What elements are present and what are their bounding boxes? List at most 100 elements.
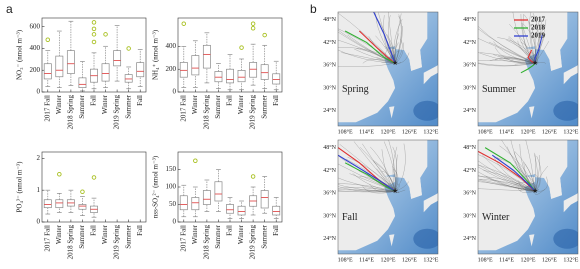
trajectory xyxy=(372,160,396,192)
x-tick-label: 2019 Spring xyxy=(113,95,121,130)
box xyxy=(66,50,75,74)
trajectory xyxy=(347,156,396,192)
lon-label: 108°E xyxy=(338,256,353,263)
x-tick-label: Summer xyxy=(78,224,86,248)
outlier xyxy=(250,21,256,26)
y-tick-label: 50 xyxy=(169,200,177,208)
legend-label: 2018 xyxy=(531,24,546,32)
box xyxy=(272,205,281,216)
map-frame xyxy=(477,139,579,255)
box xyxy=(226,68,234,84)
box xyxy=(78,204,87,210)
lat-label: 36°N xyxy=(323,190,336,197)
trajectory xyxy=(534,155,540,192)
map-frame xyxy=(337,11,439,127)
lon-label: 132°E xyxy=(423,256,438,263)
land xyxy=(389,234,395,247)
trajectory xyxy=(394,189,406,194)
box xyxy=(260,64,269,80)
trajectory xyxy=(338,49,396,64)
box xyxy=(136,62,145,78)
deep-sea xyxy=(413,100,438,121)
y-tick-label: 200 xyxy=(166,65,177,73)
trajectory xyxy=(535,155,542,192)
x-tick-label: Summer xyxy=(124,224,132,248)
trajectory xyxy=(529,12,536,64)
box xyxy=(43,63,52,80)
trajectory xyxy=(369,183,396,193)
lon-label: 126°E xyxy=(402,128,417,135)
trajectory xyxy=(478,62,536,66)
panel-label: a xyxy=(6,2,13,16)
box xyxy=(43,199,52,209)
box xyxy=(237,205,246,216)
box xyxy=(260,190,269,209)
outlier xyxy=(91,175,97,180)
y-axis-label: nss-SO₄²⁻ (nmol m⁻³) xyxy=(152,155,160,218)
x-tick-label: 2017 Fall xyxy=(43,95,51,122)
outlier xyxy=(126,46,131,51)
trajectory xyxy=(338,189,396,192)
box xyxy=(214,181,223,202)
outlier xyxy=(181,21,187,26)
land xyxy=(389,106,395,119)
lat-label: 24°N xyxy=(463,107,476,114)
deep-sea xyxy=(553,100,578,121)
lon-label: 114°E xyxy=(359,256,374,263)
y-tick-label: 2 xyxy=(37,154,41,162)
trajectory xyxy=(394,61,402,65)
trajectory xyxy=(534,19,542,64)
x-tick-label: Summer xyxy=(260,94,268,118)
trajectory-mean xyxy=(373,12,396,64)
trajectory-mean xyxy=(491,154,536,192)
outlier xyxy=(239,45,244,50)
land xyxy=(563,193,578,213)
trajectory xyxy=(338,63,396,67)
x-tick-label: 2018 Spring xyxy=(202,95,210,130)
trajectory xyxy=(478,175,536,192)
trajectory xyxy=(375,15,396,64)
box xyxy=(179,62,188,78)
lat-label: 48°N xyxy=(323,144,336,151)
x-tick-label: 2017 Fall xyxy=(179,95,187,122)
trajectory xyxy=(493,54,536,64)
outlier xyxy=(57,172,62,177)
trajectory xyxy=(394,154,398,192)
land xyxy=(423,65,438,85)
lat-label: 48°N xyxy=(463,16,476,23)
box xyxy=(124,74,133,83)
lat-label: 36°N xyxy=(463,190,476,197)
trajectory xyxy=(496,157,536,192)
trajectory xyxy=(383,15,396,64)
trajectory-mean xyxy=(534,34,543,64)
x-tick-label: 2018 Spring xyxy=(66,225,74,260)
outlier xyxy=(91,39,97,45)
trajectory xyxy=(395,190,400,193)
box xyxy=(113,50,122,67)
lon-label: 132°E xyxy=(423,128,438,135)
lon-label: 108°E xyxy=(478,256,493,263)
x-tick-label: Summer xyxy=(214,224,222,248)
outlier xyxy=(91,32,97,37)
lon-label: 132°E xyxy=(563,128,578,135)
y-tick-label: 0 xyxy=(37,88,41,96)
trajectory-mean xyxy=(338,154,396,192)
trajectory xyxy=(373,161,396,192)
x-tick-label: 2017 Fall xyxy=(43,225,51,252)
trajectory xyxy=(338,183,396,192)
land xyxy=(404,42,422,71)
deep-sea xyxy=(413,228,438,249)
trajectory xyxy=(395,183,400,192)
y-axis-label: PO₄³⁻ (nmol m⁻³) xyxy=(16,161,24,213)
trajectory xyxy=(370,146,396,192)
x-tick-label: 2018 Spring xyxy=(202,225,210,260)
x-tick-label: 2017 Fall xyxy=(179,225,187,252)
y-tick-label: 100 xyxy=(166,183,177,191)
trajectory xyxy=(388,12,396,64)
star: ★ xyxy=(392,59,398,67)
trajectory xyxy=(485,176,536,192)
lon-label: 120°E xyxy=(520,256,535,263)
trajectory xyxy=(362,59,396,64)
lat-label: 42°N xyxy=(323,39,336,46)
y-axis-label: NH₄⁺ (nmol m⁻³) xyxy=(152,29,160,80)
